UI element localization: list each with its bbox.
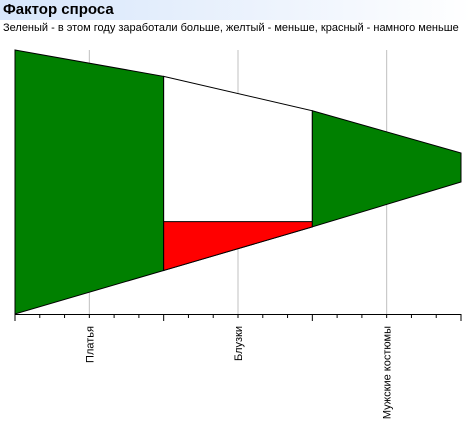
title-bar [0,0,472,20]
category-label: Платья [84,326,96,363]
x-axis [14,314,462,321]
demand-areas [14,49,462,315]
segment-3 [311,110,462,228]
category-label: Блузки [233,326,245,361]
chart-title: Фактор спроса [3,1,114,18]
category-labels: Платья Блузки Мужские костюмы [84,326,393,419]
chart-subtitle: Зеленый - в этом году заработали больше,… [3,22,459,34]
segment-1 [14,49,165,315]
category-label: Мужские костюмы [382,326,394,419]
